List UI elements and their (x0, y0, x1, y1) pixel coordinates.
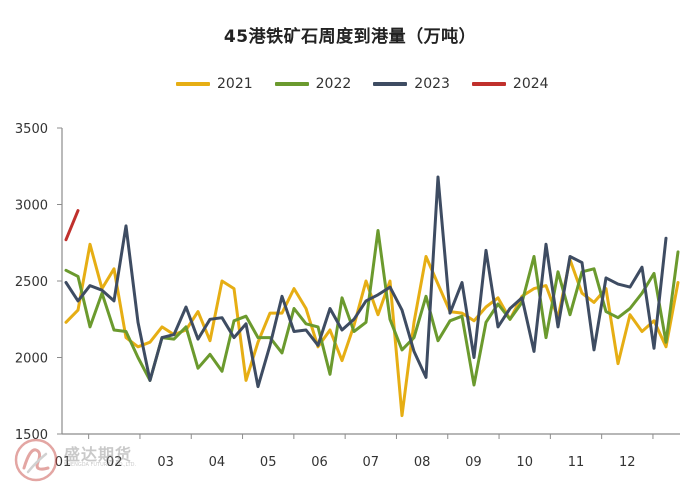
legend-label-2022: 2022 (315, 76, 352, 92)
legend-label-2021: 2021 (217, 76, 253, 92)
x-tick-label: 03 (157, 455, 174, 470)
legend-item-2021[interactable]: 2021 (176, 76, 253, 92)
x-tick-label: 05 (260, 455, 277, 470)
y-tick-label: 3000 (15, 199, 48, 214)
legend-swatch-2021 (176, 82, 210, 86)
legend-label-2023: 2023 (414, 76, 450, 92)
series-line-2024[interactable] (64, 209, 80, 242)
watermark-logo: 盛达期货 SHENGDA FUTURES CO.,LTD. (14, 438, 154, 482)
watermark-company-name-en: SHENGDA FUTURES CO.,LTD. (64, 462, 137, 468)
y-tick-label: 2000 (15, 352, 48, 367)
x-tick-label: 06 (311, 455, 328, 470)
x-tick-label: 02 (106, 455, 123, 470)
y-tick-label: 2500 (15, 275, 48, 290)
x-axis-ticks: 01 02 03 04 05 06 07 08 09 10 11 12 (55, 434, 654, 470)
watermark-company-name: 盛达期货 (64, 445, 133, 464)
y-axis-ticks: 1500 2000 2500 3000 3500 (15, 122, 62, 443)
shengda-logo-icon (14, 438, 58, 482)
x-tick-label: 08 (414, 455, 431, 470)
x-tick-label: 12 (619, 455, 636, 470)
x-tick-label: 11 (568, 455, 585, 470)
legend-item-2024[interactable]: 2024 (471, 76, 549, 92)
legend-item-2022[interactable]: 2022 (274, 76, 352, 92)
legend: 2021 2022 2023 2024 (176, 76, 549, 92)
x-tick-label: 01 (55, 455, 72, 470)
x-tick-label: 10 (516, 455, 533, 470)
x-tick-label: 09 (465, 455, 482, 470)
x-tick-label: 07 (363, 455, 380, 470)
legend-swatch-2022 (274, 82, 309, 86)
series-line-2023[interactable] (64, 175, 668, 389)
y-tick-label: 3500 (15, 122, 48, 137)
legend-item-2023[interactable]: 2023 (373, 76, 450, 92)
x-tick-label: 04 (209, 455, 226, 470)
series-line-2022[interactable] (64, 229, 680, 387)
legend-swatch-2023 (373, 82, 408, 86)
legend-swatch-2024 (471, 82, 506, 86)
chart-title: 45港铁矿石周度到港量（万吨） (223, 27, 477, 47)
legend-label-2024: 2024 (512, 76, 549, 92)
series-layer (64, 175, 680, 418)
y-tick-label: 1500 (15, 428, 48, 443)
